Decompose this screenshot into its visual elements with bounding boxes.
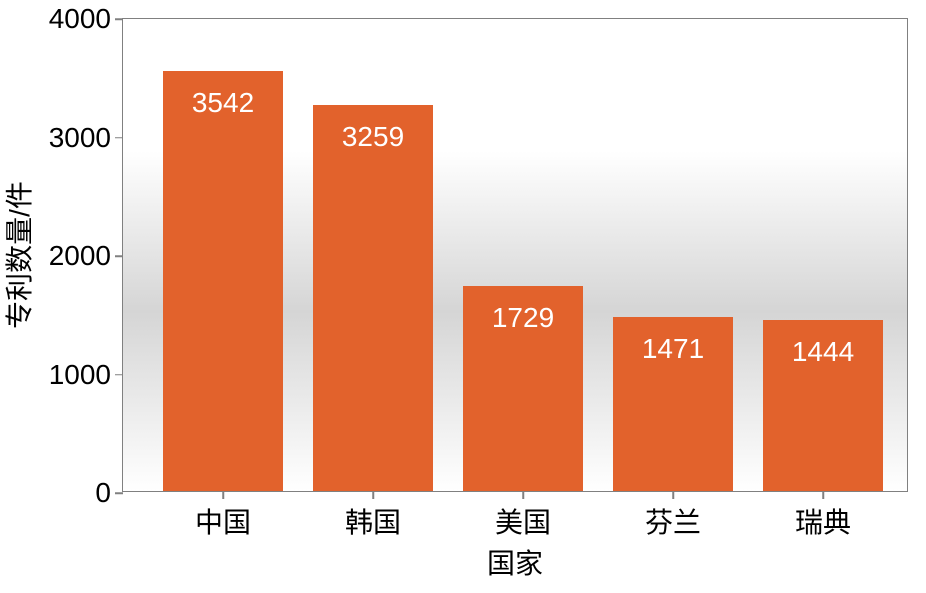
x-tick-label: 芬兰 <box>645 491 701 541</box>
x-tick-label: 中国 <box>195 491 251 541</box>
bar-value-label: 3542 <box>192 87 254 119</box>
bar: 1729 <box>463 286 583 491</box>
bar: 1471 <box>613 317 733 491</box>
plot-area: 010002000300040003542中国3259韩国1729美国1471芬… <box>122 18 908 492</box>
bar-value-label: 1471 <box>642 333 704 365</box>
bar-chart: 0 1000 2000 3000 4000 3542 中国 3259 韩国 1729 美国 1471 芬… <box>0 0 926 593</box>
y-tick-label: 4000 <box>49 3 123 35</box>
bar: 1444 <box>763 320 883 491</box>
y-tick-label: 0 <box>95 477 123 509</box>
y-tick-label: 1000 <box>49 359 123 391</box>
x-axis-title: 国家 <box>487 542 543 582</box>
y-axis-title: 专利数量/件 <box>0 181 38 329</box>
x-tick-label: 韩国 <box>345 491 401 541</box>
bar: 3542 <box>163 71 283 491</box>
y-tick-label: 2000 <box>49 240 123 272</box>
bar-value-label: 1729 <box>492 302 554 334</box>
y-tick-label: 3000 <box>49 122 123 154</box>
x-tick-label: 美国 <box>495 491 551 541</box>
x-tick-label: 瑞典 <box>795 491 851 541</box>
bar: 3259 <box>313 105 433 491</box>
bar-value-label: 3259 <box>342 121 404 153</box>
bar-value-label: 1444 <box>792 336 854 368</box>
